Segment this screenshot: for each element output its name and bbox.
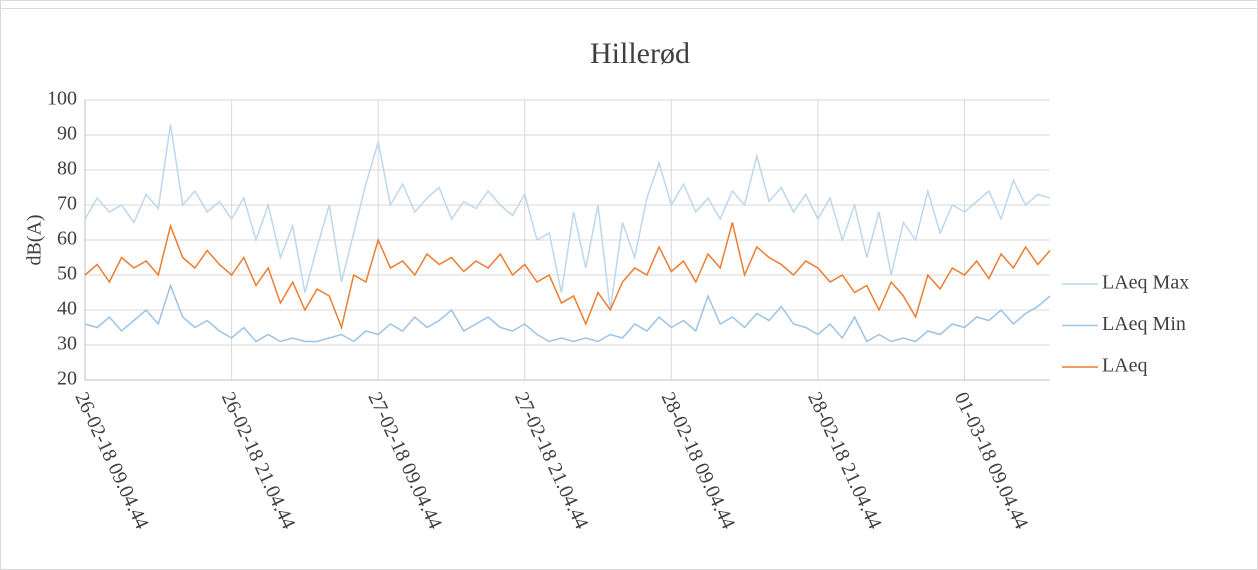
y-tick-label: 70 — [57, 193, 77, 215]
series-line — [84, 283, 1051, 343]
y-tick-label: 80 — [57, 158, 77, 180]
y-tick-label: 60 — [57, 228, 77, 250]
y-tick-label: 40 — [57, 298, 77, 320]
legend-label: LAeq Min — [1102, 313, 1186, 335]
y-axis-label: dB(A) — [24, 214, 46, 265]
y-tick-label: 100 — [47, 88, 77, 110]
legend-label: LAeq — [1102, 355, 1148, 377]
y-tick-label: 30 — [57, 333, 77, 355]
y-tick-label: 90 — [57, 123, 77, 145]
chart-title: Hillerød — [590, 37, 690, 70]
series-line — [84, 124, 1051, 311]
y-tick-label: 20 — [57, 368, 77, 390]
y-tick-label: 50 — [57, 263, 77, 285]
legend-label: LAeq Max — [1102, 272, 1189, 294]
series-line — [84, 222, 1051, 331]
